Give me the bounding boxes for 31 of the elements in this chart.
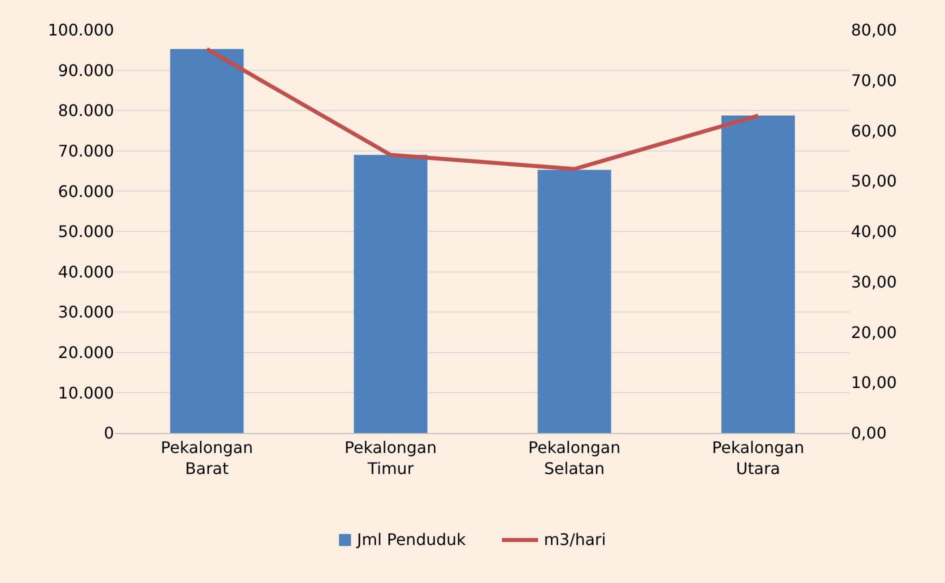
x-tick-label: Pekalongan Selatan: [528, 438, 620, 478]
legend-label: Jml Penduduk: [357, 530, 466, 549]
y-tick-label: 10.000: [58, 383, 114, 402]
y2-tick-label: 0,00: [851, 424, 887, 443]
y2-tick-label: 80,00: [851, 20, 897, 40]
y-tick-label: 50.000: [58, 222, 114, 242]
y-tick-label: 20.000: [58, 343, 114, 362]
bar: [354, 154, 428, 433]
y2-tick-label: 70,00: [851, 70, 897, 90]
y2-tick-label: 60,00: [851, 121, 897, 140]
y-tick-label: 30.000: [58, 302, 114, 322]
y2-tick-label: 50,00: [851, 172, 897, 191]
y-tick-label: 70.000: [58, 142, 114, 160]
x-tick-label: Pekalongan Utara: [712, 438, 804, 478]
legend-label: m3/hari: [544, 530, 606, 549]
y2-tick-label: 20,00: [851, 322, 897, 342]
x-tick-label: Pekalongan Barat: [160, 438, 253, 478]
y2-tick-label: 40,00: [851, 222, 897, 242]
y-tick-label: 60.000: [58, 182, 114, 201]
x-tick-label: Pekalongan Timur: [344, 438, 437, 478]
line-series: [204, 47, 760, 172]
y-tick-label: 100.000: [48, 20, 114, 40]
y-tick-label: 80.000: [58, 101, 114, 120]
y2-tick-label: 10,00: [851, 373, 897, 392]
bar: [170, 48, 244, 433]
bar: [721, 115, 795, 433]
y-tick-label: 0: [104, 424, 114, 443]
bar: [538, 170, 612, 433]
y-tick-label: 90.000: [58, 60, 114, 80]
y-tick-label: 40.000: [58, 262, 114, 282]
y2-tick-label: 30,00: [851, 272, 897, 292]
